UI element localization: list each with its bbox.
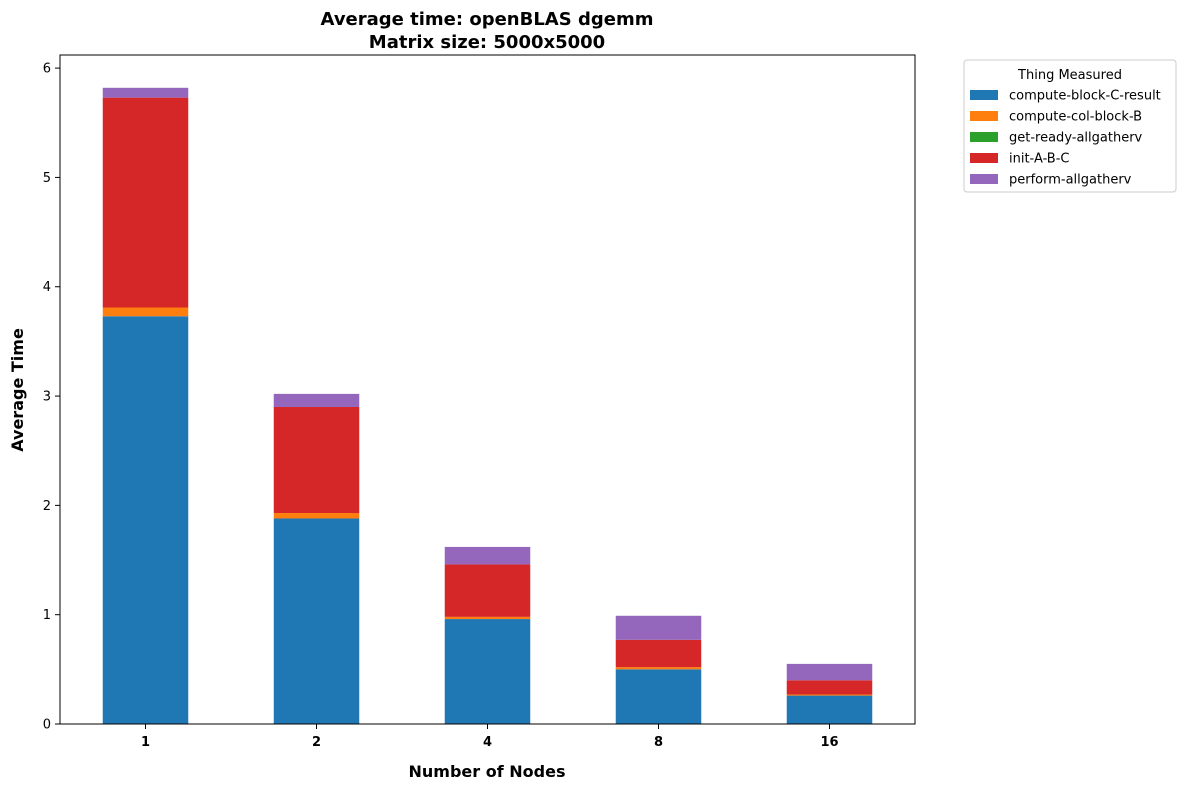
- legend-swatch-compute-block-C-result: [970, 90, 998, 100]
- bar-2-compute-col-block-B: [273, 513, 360, 519]
- legend-label-perform-allgatherv: perform-allgatherv: [1009, 173, 1132, 188]
- legend-title: Thing Measured: [1017, 68, 1122, 83]
- y-tick-label: 0: [43, 718, 51, 733]
- y-tick-label: 3: [43, 390, 51, 405]
- bars-group: [102, 87, 873, 724]
- x-tick-label: 16: [820, 735, 838, 750]
- y-tick-label: 1: [43, 608, 51, 623]
- bar-8-init-A-B-C: [615, 639, 702, 668]
- x-tick-label: 8: [654, 735, 663, 750]
- bar-4-init-A-B-C: [444, 564, 531, 617]
- bar-16-compute-col-block-B: [786, 694, 873, 696]
- y-tick-label: 6: [43, 62, 51, 77]
- plot-frame: [59, 54, 916, 725]
- bar-1-init-A-B-C: [102, 97, 189, 308]
- chart-title: Average time: openBLAS dgemm: [321, 9, 654, 30]
- bar-16-compute-block-C-result: [786, 695, 873, 724]
- legend-swatch-init-A-B-C: [970, 153, 998, 163]
- y-tick-label: 5: [43, 171, 51, 186]
- legend-swatch-perform-allgatherv: [970, 174, 998, 184]
- bar-16-init-A-B-C: [786, 680, 873, 695]
- bar-2-compute-block-C-result: [273, 518, 360, 724]
- bar-1-compute-col-block-B: [102, 307, 189, 317]
- x-tick-label: 2: [312, 735, 321, 750]
- bar-8-compute-col-block-B: [615, 667, 702, 670]
- legend-label-compute-col-block-B: compute-col-block-B: [1009, 110, 1142, 125]
- y-tick-label: 4: [43, 280, 51, 295]
- legend-swatch-compute-col-block-B: [970, 111, 998, 121]
- legend-label-compute-block-C-result: compute-block-C-result: [1009, 89, 1161, 104]
- chart-subtitle: Matrix size: 5000x5000: [369, 32, 605, 53]
- y-axis-label: Average Time: [8, 328, 27, 452]
- y-tick-label: 2: [43, 499, 51, 514]
- bar-16-perform-allgatherv: [786, 663, 873, 681]
- legend-label-get-ready-allgatherv: get-ready-allgatherv: [1009, 131, 1143, 146]
- bar-2-perform-allgatherv: [273, 393, 360, 407]
- bar-4-compute-col-block-B: [444, 616, 531, 620]
- bar-8-perform-allgatherv: [615, 615, 702, 640]
- legend-swatch-get-ready-allgatherv: [970, 132, 998, 142]
- y-axis: 0 1 2 3 4 5 6: [43, 62, 60, 733]
- legend-label-init-A-B-C: init-A-B-C: [1009, 152, 1070, 167]
- legend: Thing Measured compute-block-C-result com…: [963, 59, 1177, 193]
- bar-2-init-A-B-C: [273, 406, 360, 514]
- x-tick-label: 1: [141, 735, 150, 750]
- bar-4-compute-block-C-result: [444, 619, 531, 724]
- bar-1-compute-block-C-result: [102, 316, 189, 724]
- legend-box: [963, 59, 1177, 193]
- x-axis-label: Number of Nodes: [409, 762, 566, 781]
- bar-4-perform-allgatherv: [444, 546, 531, 565]
- bar-1-perform-allgatherv: [102, 87, 189, 98]
- x-axis: 1 2 4 8 16: [141, 724, 839, 750]
- bar-8-compute-block-C-result: [615, 669, 702, 724]
- x-tick-label: 4: [483, 735, 492, 750]
